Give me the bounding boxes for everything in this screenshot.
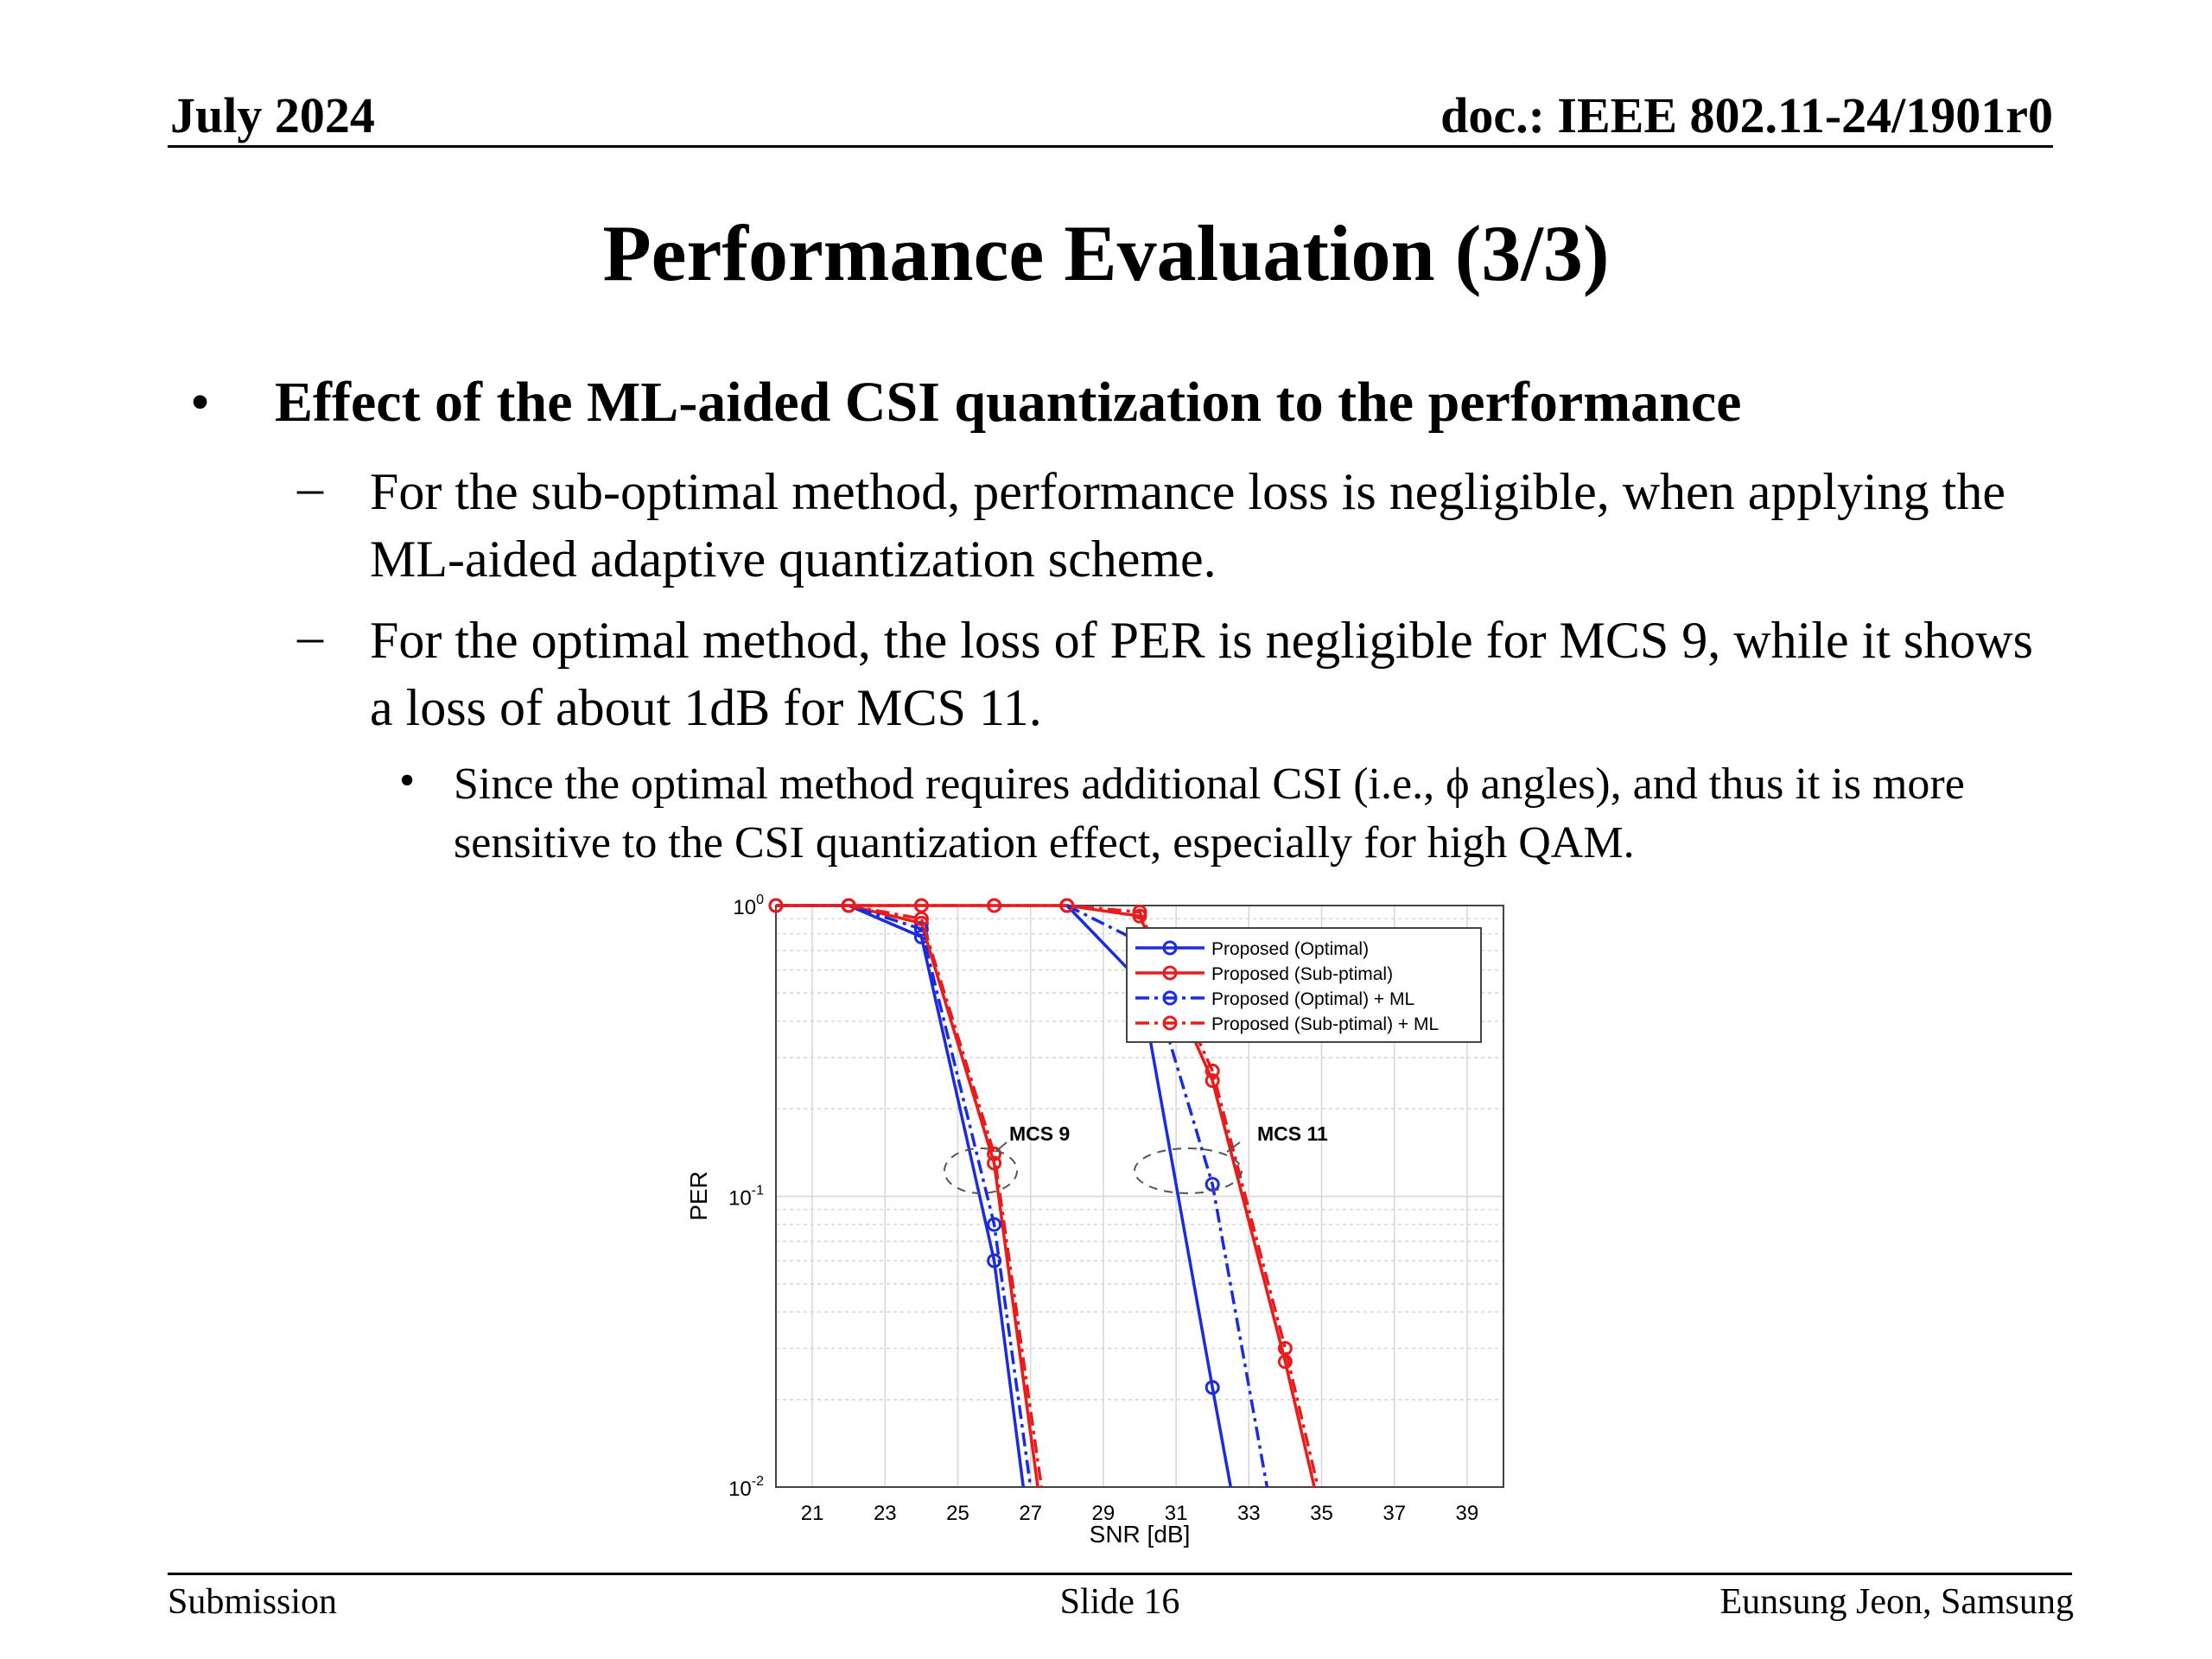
bullet-sub-1: For the sub-optimal method, performance … [370,463,2005,588]
legend-label: Proposed (Optimal) + ML [1211,989,1414,1009]
series-point-0 [1205,1380,1220,1395]
tick-labels: 21 23 25 27 29 31 33 35 37 39 100 10-1 10-2 [728,893,1478,1525]
header-date: July 2024 [170,87,375,143]
mcs11-leader [1226,1141,1241,1153]
footer-author: Eunsung Jeon, Samsung [1719,1582,2075,1622]
x-tick-label: 27 [1019,1502,1042,1525]
dash-marker: – [297,459,323,516]
x-tick-label: 39 [1456,1502,1479,1525]
series-point-3 [987,1146,1002,1161]
header-doc-number: doc.: IEEE 802.11-24/1901r0 [1440,87,2053,143]
y-tick-label: 10-1 [728,1184,764,1211]
mcs11-ellipse [1134,1147,1243,1194]
chart-legend: Proposed (Optimal) Proposed (Sub-ptimal) P… [1126,927,1482,1043]
series-point-1 [1205,1073,1220,1089]
annotations: MCS 9 MCS 11 [944,1122,1328,1194]
x-tick-label: 29 [1092,1502,1116,1525]
footer-slide-number: Slide 16 [1059,1582,1180,1622]
x-tick-label: 31 [1165,1502,1188,1525]
bullet-marker-small: • [399,756,416,805]
annotation-mcs9: MCS 9 [1009,1122,1070,1145]
legend-label: Proposed (Optimal) [1211,939,1369,959]
legend-marker [1162,990,1178,1006]
bullet-marker: • [190,371,211,434]
annotation-mcs11: MCS 11 [1257,1122,1328,1145]
legend-marker [1162,1015,1178,1031]
legend-label: Proposed (Sub-ptimal) [1211,964,1393,984]
mcs9-ellipse [944,1147,1018,1194]
x-tick-label: 35 [1310,1502,1333,1525]
legend-marker [1162,940,1178,956]
y-axis-label: PER [685,1171,712,1221]
per-vs-snr-chart: 21 23 25 27 29 31 33 35 37 39 100 10-1 10-2 SNR [dB]… [685,893,1504,1548]
series-point-2 [913,921,929,937]
x-axis-label: SNR [dB] [1090,1521,1191,1548]
x-tick-label: 37 [1382,1502,1406,1525]
x-tick-label: 23 [874,1502,897,1525]
series-point-3 [841,898,856,913]
series-point-3 [913,911,929,926]
series-line-1 [848,904,1039,1488]
x-tick-label: 33 [1237,1502,1261,1525]
bullet-subsub: Since the optimal method requires additi… [454,760,1965,868]
series-line-2 [1066,904,1269,1488]
bullet-main: Effect of the ML-aided CSI quantization … [275,371,1742,434]
series-point-3 [1277,1340,1293,1356]
series-point-3 [1132,904,1147,919]
slide-title: Performance Evaluation (3/3) [602,209,1610,297]
series-point-3 [1205,1063,1220,1078]
legend-marker [1162,965,1178,981]
series-point-3 [768,898,784,913]
footer-rule [168,1573,2072,1575]
series-line-0 [1065,904,1233,1488]
mcs9-leader [995,1141,1007,1153]
legend-label: Proposed (Sub-ptimal) + ML [1211,1014,1439,1034]
series-line-3 [848,904,1044,1488]
dash-marker: – [297,607,323,664]
x-tick-label: 25 [946,1502,969,1525]
bullet-sub-2: For the optimal method, the loss of PER … [370,612,2033,736]
y-tick-label: 10-2 [728,1474,764,1501]
series-point-2 [987,1217,1002,1232]
series-point-3 [987,898,1002,913]
series-point-3 [1059,898,1075,913]
x-tick-label: 21 [801,1502,824,1525]
y-tick-label: 100 [733,893,764,919]
series-line-3 [776,904,1320,1488]
footer-submission: Submission [168,1582,338,1622]
header-rule [168,145,2053,148]
